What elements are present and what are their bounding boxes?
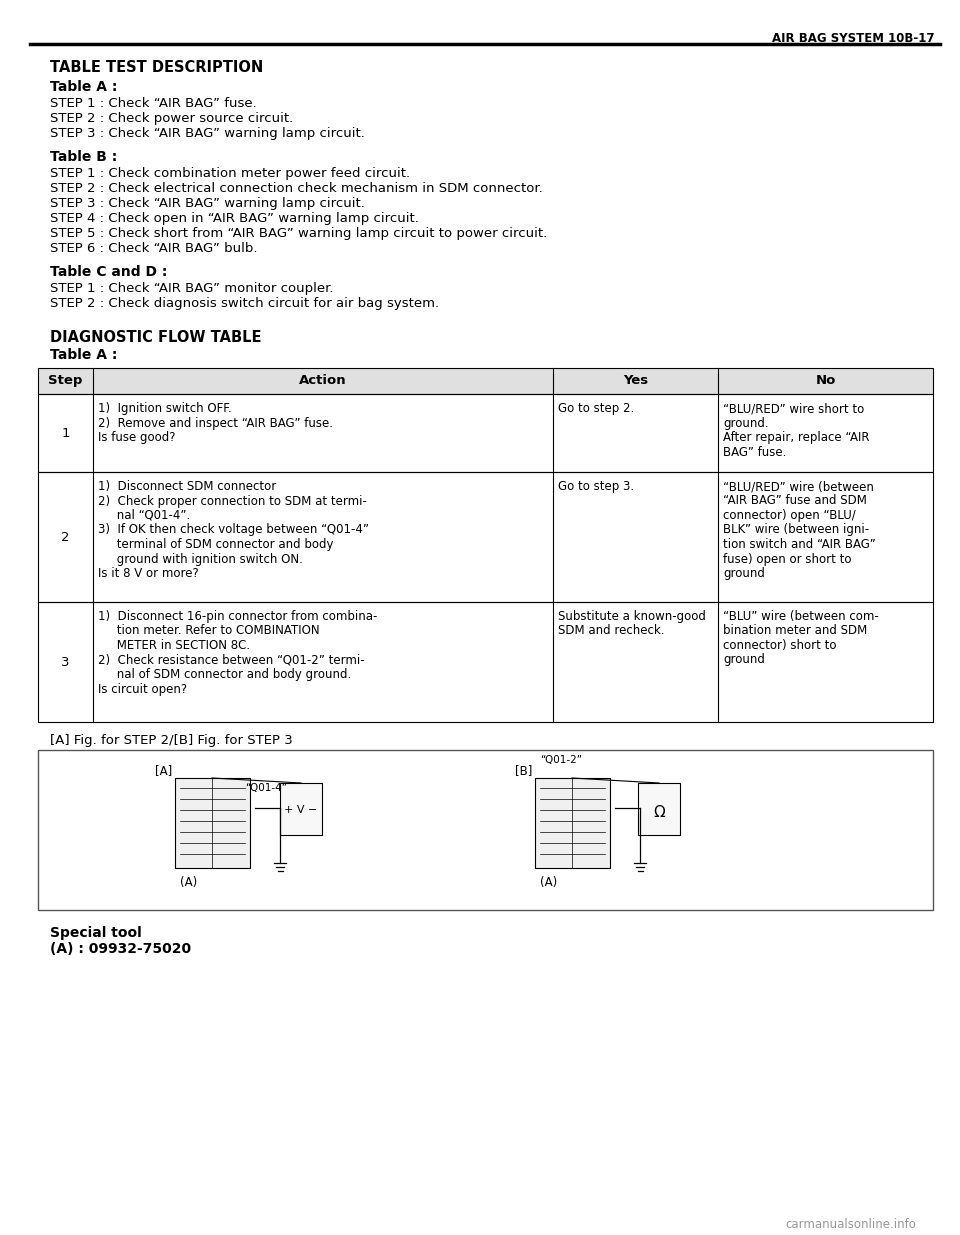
Text: Go to step 2.: Go to step 2. [558, 403, 635, 415]
Text: Table C and D :: Table C and D : [50, 266, 167, 279]
Bar [175, 778, 250, 868]
Text: Table B :: Table B : [50, 149, 117, 164]
Text: STEP 2 : Check diagnosis switch circuit for air bag system.: STEP 2 : Check diagnosis switch circuit … [50, 296, 439, 310]
Text: 1)  Disconnect SDM connector: 1) Disconnect SDM connector [98, 480, 276, 493]
Text: METER in SECTION 8C.: METER in SECTION 8C. [98, 638, 251, 652]
Text: STEP 5 : Check short from “AIR BAG” warning lamp circuit to power circuit.: STEP 5 : Check short from “AIR BAG” warn… [50, 227, 547, 240]
Text: “BLU” wire (between com-: “BLU” wire (between com- [723, 610, 878, 622]
Text: tion meter. Refer to COMBINATION: tion meter. Refer to COMBINATION [98, 625, 320, 637]
Text: “BLU/RED” wire (between: “BLU/RED” wire (between [723, 480, 874, 493]
Text: fuse) open or short to: fuse) open or short to [723, 552, 852, 566]
Bar [38, 368, 933, 394]
Text: [A]: [A] [155, 764, 172, 777]
Text: 2)  Check proper connection to SDM at termi-: 2) Check proper connection to SDM at ter… [98, 494, 367, 508]
Text: [B]: [B] [515, 764, 533, 777]
Text: STEP 1 : Check “AIR BAG” fuse.: STEP 1 : Check “AIR BAG” fuse. [50, 98, 256, 110]
Text: [A] Fig. for STEP 2/[B] Fig. for STEP 3: [A] Fig. for STEP 2/[B] Fig. for STEP 3 [50, 734, 293, 747]
Text: nal “Q01-4”.: nal “Q01-4”. [98, 509, 190, 522]
Text: Go to step 3.: Go to step 3. [558, 480, 635, 493]
Text: SDM and recheck.: SDM and recheck. [558, 625, 664, 637]
Text: ground: ground [723, 567, 765, 580]
Text: tion switch and “AIR BAG”: tion switch and “AIR BAG” [723, 538, 876, 551]
Text: 1: 1 [61, 427, 70, 440]
Text: Is circuit open?: Is circuit open? [98, 683, 187, 695]
Text: Yes: Yes [623, 374, 648, 387]
Text: connector) open “BLU/: connector) open “BLU/ [723, 509, 855, 522]
Text: “Q01-4”: “Q01-4” [245, 783, 287, 793]
Text: + V −: + V − [284, 805, 318, 815]
Text: STEP 4 : Check open in “AIR BAG” warning lamp circuit.: STEP 4 : Check open in “AIR BAG” warning… [50, 212, 419, 225]
Text: (A) : 09932-75020: (A) : 09932-75020 [50, 942, 191, 956]
Bar [38, 750, 933, 910]
Text: Is fuse good?: Is fuse good? [98, 431, 176, 445]
Text: connector) short to: connector) short to [723, 638, 836, 652]
Bar [38, 394, 933, 472]
Text: Step: Step [48, 374, 83, 387]
Text: ground with ignition switch ON.: ground with ignition switch ON. [98, 552, 302, 566]
Text: After repair, replace “AIR: After repair, replace “AIR [723, 431, 870, 445]
Text: STEP 2 : Check electrical connection check mechanism in SDM connector.: STEP 2 : Check electrical connection che… [50, 182, 542, 195]
Text: carmanualsonline.info: carmanualsonline.info [785, 1218, 916, 1231]
Text: 3: 3 [61, 656, 70, 669]
Text: STEP 6 : Check “AIR BAG” bulb.: STEP 6 : Check “AIR BAG” bulb. [50, 242, 257, 254]
Text: (A): (A) [540, 876, 557, 889]
Bar [38, 472, 933, 601]
Text: Table A :: Table A : [50, 348, 117, 362]
Text: STEP 1 : Check combination meter power feed circuit.: STEP 1 : Check combination meter power f… [50, 167, 410, 180]
Text: DIAGNOSTIC FLOW TABLE: DIAGNOSTIC FLOW TABLE [50, 330, 261, 345]
Bar [638, 783, 680, 835]
Text: “Q01-2”: “Q01-2” [540, 755, 582, 764]
Text: TABLE TEST DESCRIPTION: TABLE TEST DESCRIPTION [50, 61, 263, 75]
Text: STEP 1 : Check “AIR BAG” monitor coupler.: STEP 1 : Check “AIR BAG” monitor coupler… [50, 282, 333, 295]
Text: Is it 8 V or more?: Is it 8 V or more? [98, 567, 199, 580]
Bar [535, 778, 610, 868]
Text: BAG” fuse.: BAG” fuse. [723, 446, 786, 458]
Text: Table A :: Table A : [50, 80, 117, 94]
Text: 2: 2 [61, 531, 70, 543]
Bar [280, 783, 322, 835]
Text: Action: Action [300, 374, 347, 387]
Text: nal of SDM connector and body ground.: nal of SDM connector and body ground. [98, 668, 351, 680]
Bar [38, 601, 933, 722]
Text: bination meter and SDM: bination meter and SDM [723, 625, 867, 637]
Text: STEP 3 : Check “AIR BAG” warning lamp circuit.: STEP 3 : Check “AIR BAG” warning lamp ci… [50, 198, 365, 210]
Text: Ω: Ω [653, 805, 665, 820]
Text: (A): (A) [180, 876, 197, 889]
Text: terminal of SDM connector and body: terminal of SDM connector and body [98, 538, 333, 551]
Text: STEP 3 : Check “AIR BAG” warning lamp circuit.: STEP 3 : Check “AIR BAG” warning lamp ci… [50, 127, 365, 140]
Text: 2)  Check resistance between “Q01-2” termi-: 2) Check resistance between “Q01-2” term… [98, 653, 365, 667]
Text: ground.: ground. [723, 416, 769, 430]
Text: AIR BAG SYSTEM 10B-17: AIR BAG SYSTEM 10B-17 [773, 32, 935, 44]
Text: No: No [815, 374, 836, 387]
Text: 1)  Disconnect 16-pin connector from combina-: 1) Disconnect 16-pin connector from comb… [98, 610, 377, 622]
Text: “BLU/RED” wire short to: “BLU/RED” wire short to [723, 403, 864, 415]
Text: “AIR BAG” fuse and SDM: “AIR BAG” fuse and SDM [723, 494, 867, 508]
Text: ground: ground [723, 653, 765, 667]
Text: STEP 2 : Check power source circuit.: STEP 2 : Check power source circuit. [50, 112, 293, 125]
Text: 2)  Remove and inspect “AIR BAG” fuse.: 2) Remove and inspect “AIR BAG” fuse. [98, 416, 333, 430]
Text: BLK” wire (between igni-: BLK” wire (between igni- [723, 524, 869, 536]
Text: 3)  If OK then check voltage between “Q01-4”: 3) If OK then check voltage between “Q01… [98, 524, 369, 536]
Text: Special tool: Special tool [50, 926, 142, 940]
Text: 1)  Ignition switch OFF.: 1) Ignition switch OFF. [98, 403, 231, 415]
Text: Substitute a known-good: Substitute a known-good [558, 610, 706, 622]
